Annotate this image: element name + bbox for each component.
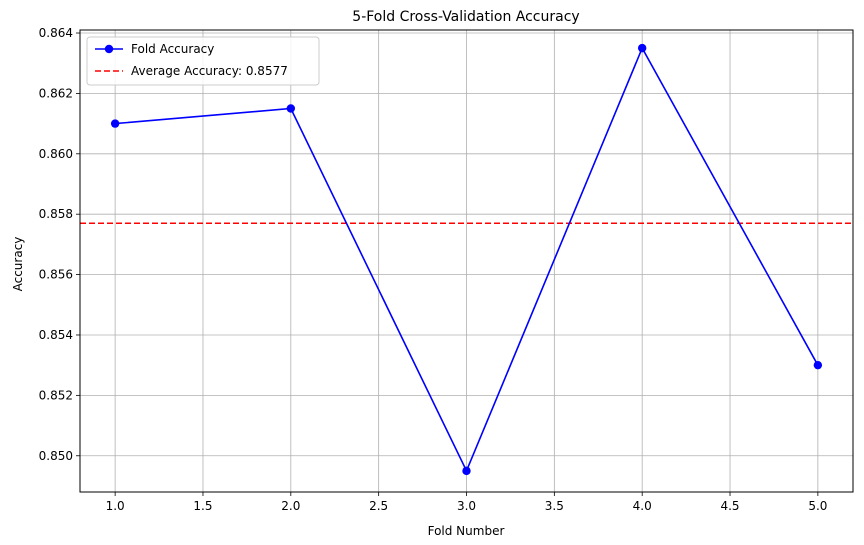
- data-point: [637, 43, 647, 53]
- y-tick-label: 0.856: [39, 268, 73, 282]
- x-axis-label: Fold Number: [428, 524, 505, 538]
- grid: [80, 30, 853, 492]
- data-point: [110, 119, 120, 128]
- y-axis-label: Accuracy: [11, 237, 25, 292]
- legend-box: [86, 36, 320, 86]
- legend-label-fold-accuracy: Fold Accuracy: [131, 42, 214, 56]
- y-axis-ticks: 0.850 0.852 0.854 0.856 0.858 0.860 0.862 0.864: [39, 26, 80, 463]
- series-layer: [110, 43, 823, 476]
- legend-label-average: Average Accuracy: 0.8577: [131, 64, 288, 78]
- x-tick-label: 1.0: [106, 499, 125, 513]
- x-axis-ticks: 1.0 1.5 2.0 2.5 3.0 3.5 4.0 4.5 5.0: [106, 492, 827, 513]
- y-tick-label: 0.850: [39, 449, 73, 463]
- x-tick-label: 4.0: [633, 499, 652, 513]
- chart-title: 5-Fold Cross-Validation Accuracy: [352, 9, 579, 25]
- x-tick-label: 3.0: [457, 499, 476, 513]
- y-tick-label: 0.864: [39, 26, 73, 40]
- x-tick-label: 2.0: [281, 499, 300, 513]
- data-point: [813, 360, 823, 370]
- data-point: [462, 466, 471, 476]
- y-tick-label: 0.860: [39, 147, 73, 161]
- y-tick-label: 0.854: [39, 328, 73, 342]
- y-tick-label: 0.852: [39, 388, 73, 402]
- x-tick-label: 5.0: [808, 499, 827, 513]
- y-tick-label: 0.858: [39, 207, 73, 221]
- data-point: [286, 104, 296, 113]
- x-tick-label: 4.5: [720, 499, 739, 513]
- legend-marker: [104, 44, 114, 54]
- x-tick-label: 1.5: [193, 499, 212, 513]
- x-tick-label: 2.5: [369, 499, 388, 513]
- legend: Fold Accuracy Average Accuracy: 0.8577: [86, 36, 320, 86]
- x-tick-label: 3.5: [545, 499, 564, 513]
- y-tick-label: 0.862: [39, 86, 73, 100]
